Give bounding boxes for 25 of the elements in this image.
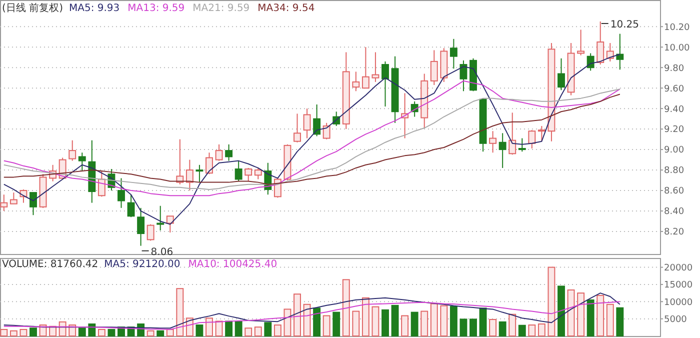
- series-name: MA5: 9.93: [68, 3, 120, 14]
- ytick: 8.20: [664, 228, 684, 238]
- ytick: 10.00: [664, 43, 690, 54]
- ytick: 15000: [664, 280, 693, 291]
- annotation: 8.06: [150, 246, 174, 258]
- ytick: 8.60: [664, 186, 684, 197]
- ytick: 5000: [664, 315, 687, 326]
- title: (日线 前复权): [2, 3, 63, 14]
- ytick: 9.40: [664, 104, 684, 115]
- series-name: MA13: 9.59: [128, 3, 185, 14]
- ytick: 9.60: [664, 84, 684, 94]
- ytick: 20000: [664, 263, 693, 274]
- title: VOLUME: 81760.42: [2, 259, 98, 270]
- series-name: MA5: 92120.00: [104, 259, 180, 270]
- ytick: 9.00: [664, 146, 684, 156]
- series-name: MA10: 100425.40: [188, 259, 278, 270]
- annotation: 10.25: [610, 20, 639, 30]
- ytick: 9.20: [664, 125, 684, 136]
- ytick: 10.20: [664, 22, 690, 33]
- ytick: 8.40: [664, 207, 684, 218]
- series-name: MA34: 9.54: [258, 3, 315, 14]
- ytick: 9.80: [664, 64, 684, 74]
- series-name: MA21: 9.59: [192, 3, 250, 14]
- ytick: 10000: [664, 298, 693, 308]
- ytick: 8.80: [664, 166, 684, 176]
